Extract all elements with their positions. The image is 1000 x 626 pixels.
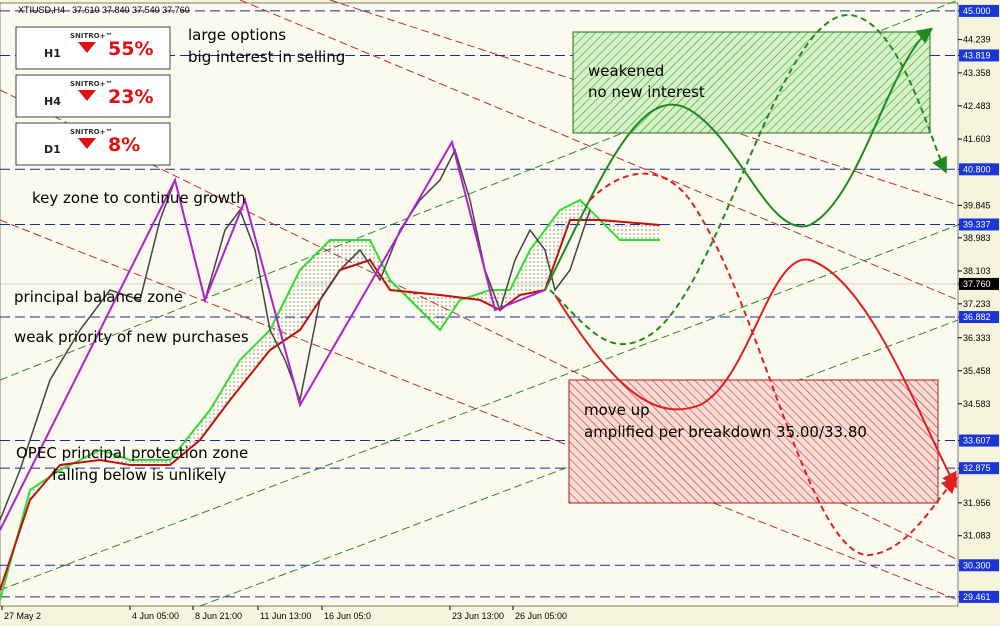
span-a xyxy=(0,198,660,601)
x-tick-label: 23 Jun 13:00 xyxy=(452,611,504,621)
x-tick-label: 4 Jun 05:00 xyxy=(132,611,179,621)
x-tick-label: 11 Jun 13:00 xyxy=(260,611,311,621)
y-tick-label: 36.333 xyxy=(963,333,991,343)
y-tick-label: 33.607 xyxy=(963,436,991,446)
annotation: large options xyxy=(188,26,286,44)
annotation: weakened xyxy=(588,62,664,80)
green-zone xyxy=(572,31,931,134)
y-tick-label: 44.239 xyxy=(963,35,991,45)
annotation: principal balance zone xyxy=(14,288,183,306)
signal-timeframe: D1 xyxy=(44,143,61,156)
annotation: move up xyxy=(584,401,650,419)
x-tick-label: 27 May 2 xyxy=(4,611,41,621)
y-tick-label: 32.875 xyxy=(963,463,991,473)
red-zone xyxy=(568,379,939,504)
y-tick-label: 31.956 xyxy=(963,498,991,508)
annotation: amplified per breakdown 35.00/33.80 xyxy=(584,423,867,441)
signal-arrow xyxy=(78,138,96,149)
level-tag xyxy=(959,462,999,475)
y-tick-label: 37.760 xyxy=(963,279,991,289)
zigzag xyxy=(0,139,546,531)
y-tick-label: 43.358 xyxy=(963,68,991,78)
level-tag xyxy=(959,4,999,17)
symbol: XTIUSD,H4 xyxy=(18,5,65,15)
level-tag xyxy=(959,218,999,231)
level-tag xyxy=(959,311,999,324)
annotation: falling below is unlikely xyxy=(52,466,227,484)
signal-percent: 8% xyxy=(108,134,140,156)
annotation: OPEC principal protection zone xyxy=(16,444,248,462)
y-tick-label: 36.882 xyxy=(963,312,991,322)
cloud xyxy=(0,200,660,600)
projection xyxy=(589,172,958,557)
annotation: big interest in selling xyxy=(188,48,345,66)
projection xyxy=(554,258,957,489)
y-tick-label: 40.800 xyxy=(963,164,991,174)
y-tick-label: 38.983 xyxy=(963,233,991,243)
y-tick-label: 30.300 xyxy=(963,560,991,570)
y-tick-label: 35.458 xyxy=(963,366,991,376)
level-tag xyxy=(959,434,999,447)
x-tick-label: 8 Jun 21:00 xyxy=(195,611,242,621)
projection xyxy=(544,27,934,291)
quote: 37.610 37.840 37.540 37.760 xyxy=(72,5,190,15)
level-tag xyxy=(959,590,999,603)
price-tag xyxy=(959,277,999,290)
signal-arrow xyxy=(78,90,96,101)
signal-box xyxy=(15,122,171,166)
price xyxy=(0,147,591,521)
signal-percent: 23% xyxy=(108,86,153,108)
y-tick-label: 43.819 xyxy=(963,50,991,60)
signal-brand: SNITRO+™ xyxy=(70,32,113,40)
signal-box xyxy=(15,26,171,70)
signal-timeframe: H1 xyxy=(44,47,61,60)
y-tick-label: 37.233 xyxy=(963,299,991,309)
y-tick-label: 31.083 xyxy=(963,531,991,541)
y-tick-label: 39.845 xyxy=(963,200,991,210)
y-tick-label: 45.000 xyxy=(963,6,991,16)
signal-brand: SNITRO+™ xyxy=(70,80,113,88)
signal-percent: 55% xyxy=(108,38,153,60)
annotation: weak priority of new purchases xyxy=(14,328,249,346)
level-tag xyxy=(959,559,999,572)
y-tick-label: 34.583 xyxy=(963,399,991,409)
signal-timeframe: H4 xyxy=(44,95,61,108)
annotation: no new interest xyxy=(588,83,705,101)
y-tick-label: 38.103 xyxy=(963,266,991,276)
y-tick-label: 42.483 xyxy=(963,101,991,111)
y-tick-label: 29.461 xyxy=(963,592,991,602)
x-tick-label: 16 Jun 05:0 xyxy=(324,611,371,621)
x-tick-label: 26 Jun 05:00 xyxy=(515,611,567,621)
projection xyxy=(549,13,947,346)
signal-arrow xyxy=(78,42,96,53)
y-tick-label: 39.337 xyxy=(963,219,991,229)
level-tag xyxy=(959,163,999,176)
signal-box xyxy=(15,74,171,118)
signal-brand: SNITRO+™ xyxy=(70,128,113,136)
level-tag xyxy=(959,49,999,62)
annotation: key zone to continue growth xyxy=(32,189,246,207)
y-tick-label: 41.603 xyxy=(963,134,991,144)
